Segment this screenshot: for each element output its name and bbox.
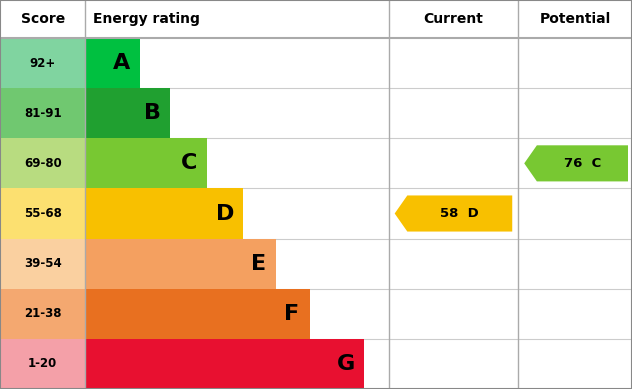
Text: 39-54: 39-54 (24, 257, 61, 270)
Text: 92+: 92+ (30, 56, 56, 70)
Bar (0, 88, 85, 138)
Text: 21-38: 21-38 (24, 307, 61, 320)
Text: 55-68: 55-68 (24, 207, 61, 220)
Text: D: D (216, 203, 234, 224)
Text: G: G (337, 354, 356, 374)
Bar (85, 238, 276, 289)
Text: B: B (143, 103, 161, 123)
Text: Potential: Potential (540, 12, 611, 26)
Text: Current: Current (423, 12, 483, 26)
Bar (0, 38, 85, 88)
Bar (85, 138, 207, 188)
Bar (85, 289, 310, 339)
Bar (0, 138, 85, 188)
Bar (85, 88, 170, 138)
Text: E: E (251, 254, 266, 273)
Text: A: A (113, 53, 131, 73)
Text: 58  D: 58 D (441, 207, 479, 220)
Text: F: F (284, 304, 300, 324)
Text: 1-20: 1-20 (28, 357, 58, 370)
Bar (0, 289, 85, 339)
Bar (0, 238, 85, 289)
Text: 69-80: 69-80 (24, 157, 61, 170)
Text: Energy rating: Energy rating (94, 12, 200, 26)
Bar (85, 339, 365, 389)
Polygon shape (524, 145, 628, 181)
Text: 76  C: 76 C (564, 157, 601, 170)
Bar (0, 339, 85, 389)
Polygon shape (394, 195, 513, 231)
Text: 81-91: 81-91 (24, 107, 61, 120)
Bar (0, 188, 85, 238)
Text: C: C (181, 153, 197, 173)
Bar (85, 38, 140, 88)
Bar (85, 188, 243, 238)
Text: Score: Score (20, 12, 65, 26)
